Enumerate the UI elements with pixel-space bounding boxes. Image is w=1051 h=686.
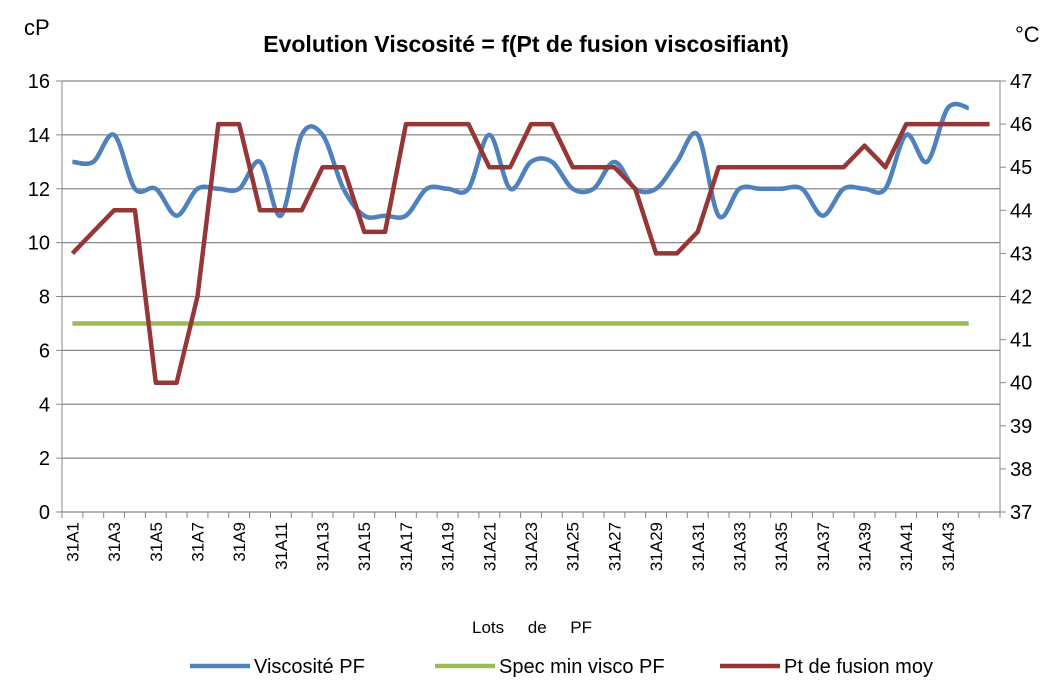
y-tick-label: 10 bbox=[28, 233, 50, 255]
y-tick-label: 6 bbox=[39, 340, 50, 362]
y2-axis-label: °C bbox=[1015, 22, 1040, 47]
y2-tick-label: 37 bbox=[1010, 502, 1032, 524]
y2-tick-label: 44 bbox=[1010, 200, 1032, 222]
x-tick-label: 31A37 bbox=[814, 522, 833, 571]
x-tick-label: 31A25 bbox=[564, 522, 583, 571]
y2-tick-label: 46 bbox=[1010, 114, 1032, 136]
x-tick-label: 31A7 bbox=[188, 522, 207, 562]
y2-tick-label: 42 bbox=[1010, 287, 1032, 309]
x-tick-label: 31A23 bbox=[522, 522, 541, 571]
y2-tick-label: 43 bbox=[1010, 243, 1032, 265]
legend-label: Viscosité PF bbox=[254, 656, 365, 678]
series-line bbox=[72, 101, 970, 220]
x-tick-label: 31A13 bbox=[314, 522, 333, 571]
x-tick-label: 31A15 bbox=[355, 522, 374, 571]
x-tick-label: 31A27 bbox=[605, 522, 624, 571]
y-tick-label: 16 bbox=[28, 71, 50, 93]
x-tick-label: 31A35 bbox=[772, 522, 791, 571]
x-tick-label: 31A39 bbox=[856, 522, 875, 571]
y-tick-label: 4 bbox=[39, 394, 50, 416]
y-tick-label: 14 bbox=[28, 125, 50, 147]
y-tick-label: 12 bbox=[28, 179, 50, 201]
x-tick-label: 31A3 bbox=[105, 522, 124, 562]
y2-tick-label: 40 bbox=[1010, 373, 1032, 395]
x-axis-label: Lots de PF bbox=[472, 618, 592, 637]
x-tick-label: 31A31 bbox=[689, 522, 708, 571]
y-tick-label: 0 bbox=[39, 502, 50, 524]
y-tick-label: 8 bbox=[39, 287, 50, 309]
x-tick-label: 31A33 bbox=[730, 522, 749, 571]
x-tick-label: 31A1 bbox=[63, 522, 82, 562]
y2-tick-label: 39 bbox=[1010, 416, 1032, 438]
y2-tick-label: 45 bbox=[1010, 157, 1032, 179]
y2-tick-label: 38 bbox=[1010, 459, 1032, 481]
series-line bbox=[70, 121, 990, 385]
chart-title: Evolution Viscosité = f(Pt de fusion vis… bbox=[263, 31, 788, 57]
x-tick-label: 31A11 bbox=[272, 522, 291, 570]
y-tick-label: 2 bbox=[39, 448, 50, 470]
x-tick-label: 31A41 bbox=[897, 522, 916, 571]
y2-tick-label: 47 bbox=[1010, 71, 1032, 93]
x-tick-label: 31A19 bbox=[439, 522, 458, 571]
x-tick-label: 31A17 bbox=[397, 522, 416, 571]
y-axis-label: cP bbox=[24, 15, 50, 40]
legend-label: Pt de fusion moy bbox=[784, 656, 933, 678]
x-tick-label: 31A43 bbox=[939, 522, 958, 571]
x-tick-label: 31A9 bbox=[230, 522, 249, 562]
x-tick-label: 31A21 bbox=[480, 522, 499, 571]
x-tick-label: 31A5 bbox=[147, 522, 166, 562]
y2-tick-label: 41 bbox=[1010, 330, 1032, 352]
x-tick-label: 31A29 bbox=[647, 522, 666, 571]
legend-label: Spec min visco PF bbox=[499, 656, 665, 678]
